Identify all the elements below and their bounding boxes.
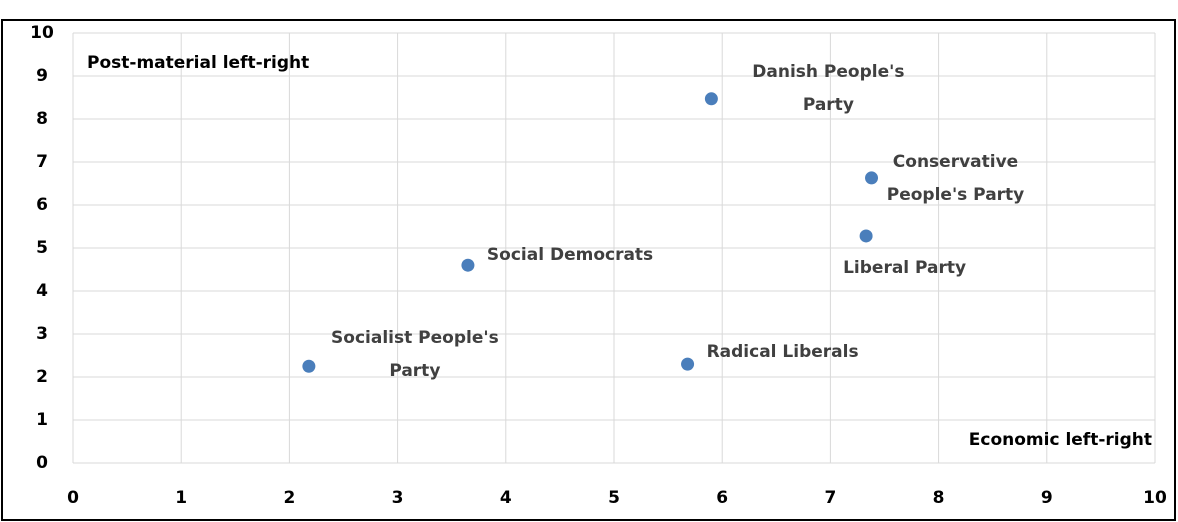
y-tick-label: 7 [36,152,48,172]
x-tick-label: 10 [1143,488,1167,508]
point [302,359,316,373]
x-tick-label: 8 [933,488,945,508]
x-tick-label: 7 [824,488,836,508]
point-label: Socialist People's Party [331,328,499,382]
x-tick-label: 0 [67,488,79,508]
point [681,357,695,371]
point [865,171,879,185]
y-axis-label: Post-material left-right [87,53,309,73]
point [704,92,718,106]
y-tick-label: 5 [36,238,48,258]
point [859,229,873,243]
y-tick-label: 9 [36,66,48,86]
x-tick-label: 5 [608,488,620,508]
point-label: Liberal Party [843,257,967,278]
point-label: Social Democrats [486,245,654,266]
y-tick-label: 6 [36,195,48,215]
x-tick-label: 1 [175,488,187,508]
point-label: Conservative People's Party [886,151,1025,205]
y-tick-label: 10 [30,23,54,43]
point [461,258,475,272]
x-tick-label: 9 [1041,488,1053,508]
y-tick-label: 2 [36,367,48,387]
x-tick-label: 4 [500,488,512,508]
y-tick-label: 1 [36,410,48,430]
y-tick-label: 3 [36,324,48,344]
point-label: Danish People's Party [752,61,905,115]
x-tick-label: 2 [283,488,295,508]
y-tick-label: 8 [36,109,48,129]
y-tick-label: 0 [36,453,48,473]
x-tick-label: 6 [716,488,728,508]
y-tick-label: 4 [36,281,48,301]
frame [1,19,1176,521]
point-label: Radical Liberals [706,342,859,363]
x-tick-label: 3 [392,488,404,508]
x-axis-label: Economic left-right [969,430,1152,450]
